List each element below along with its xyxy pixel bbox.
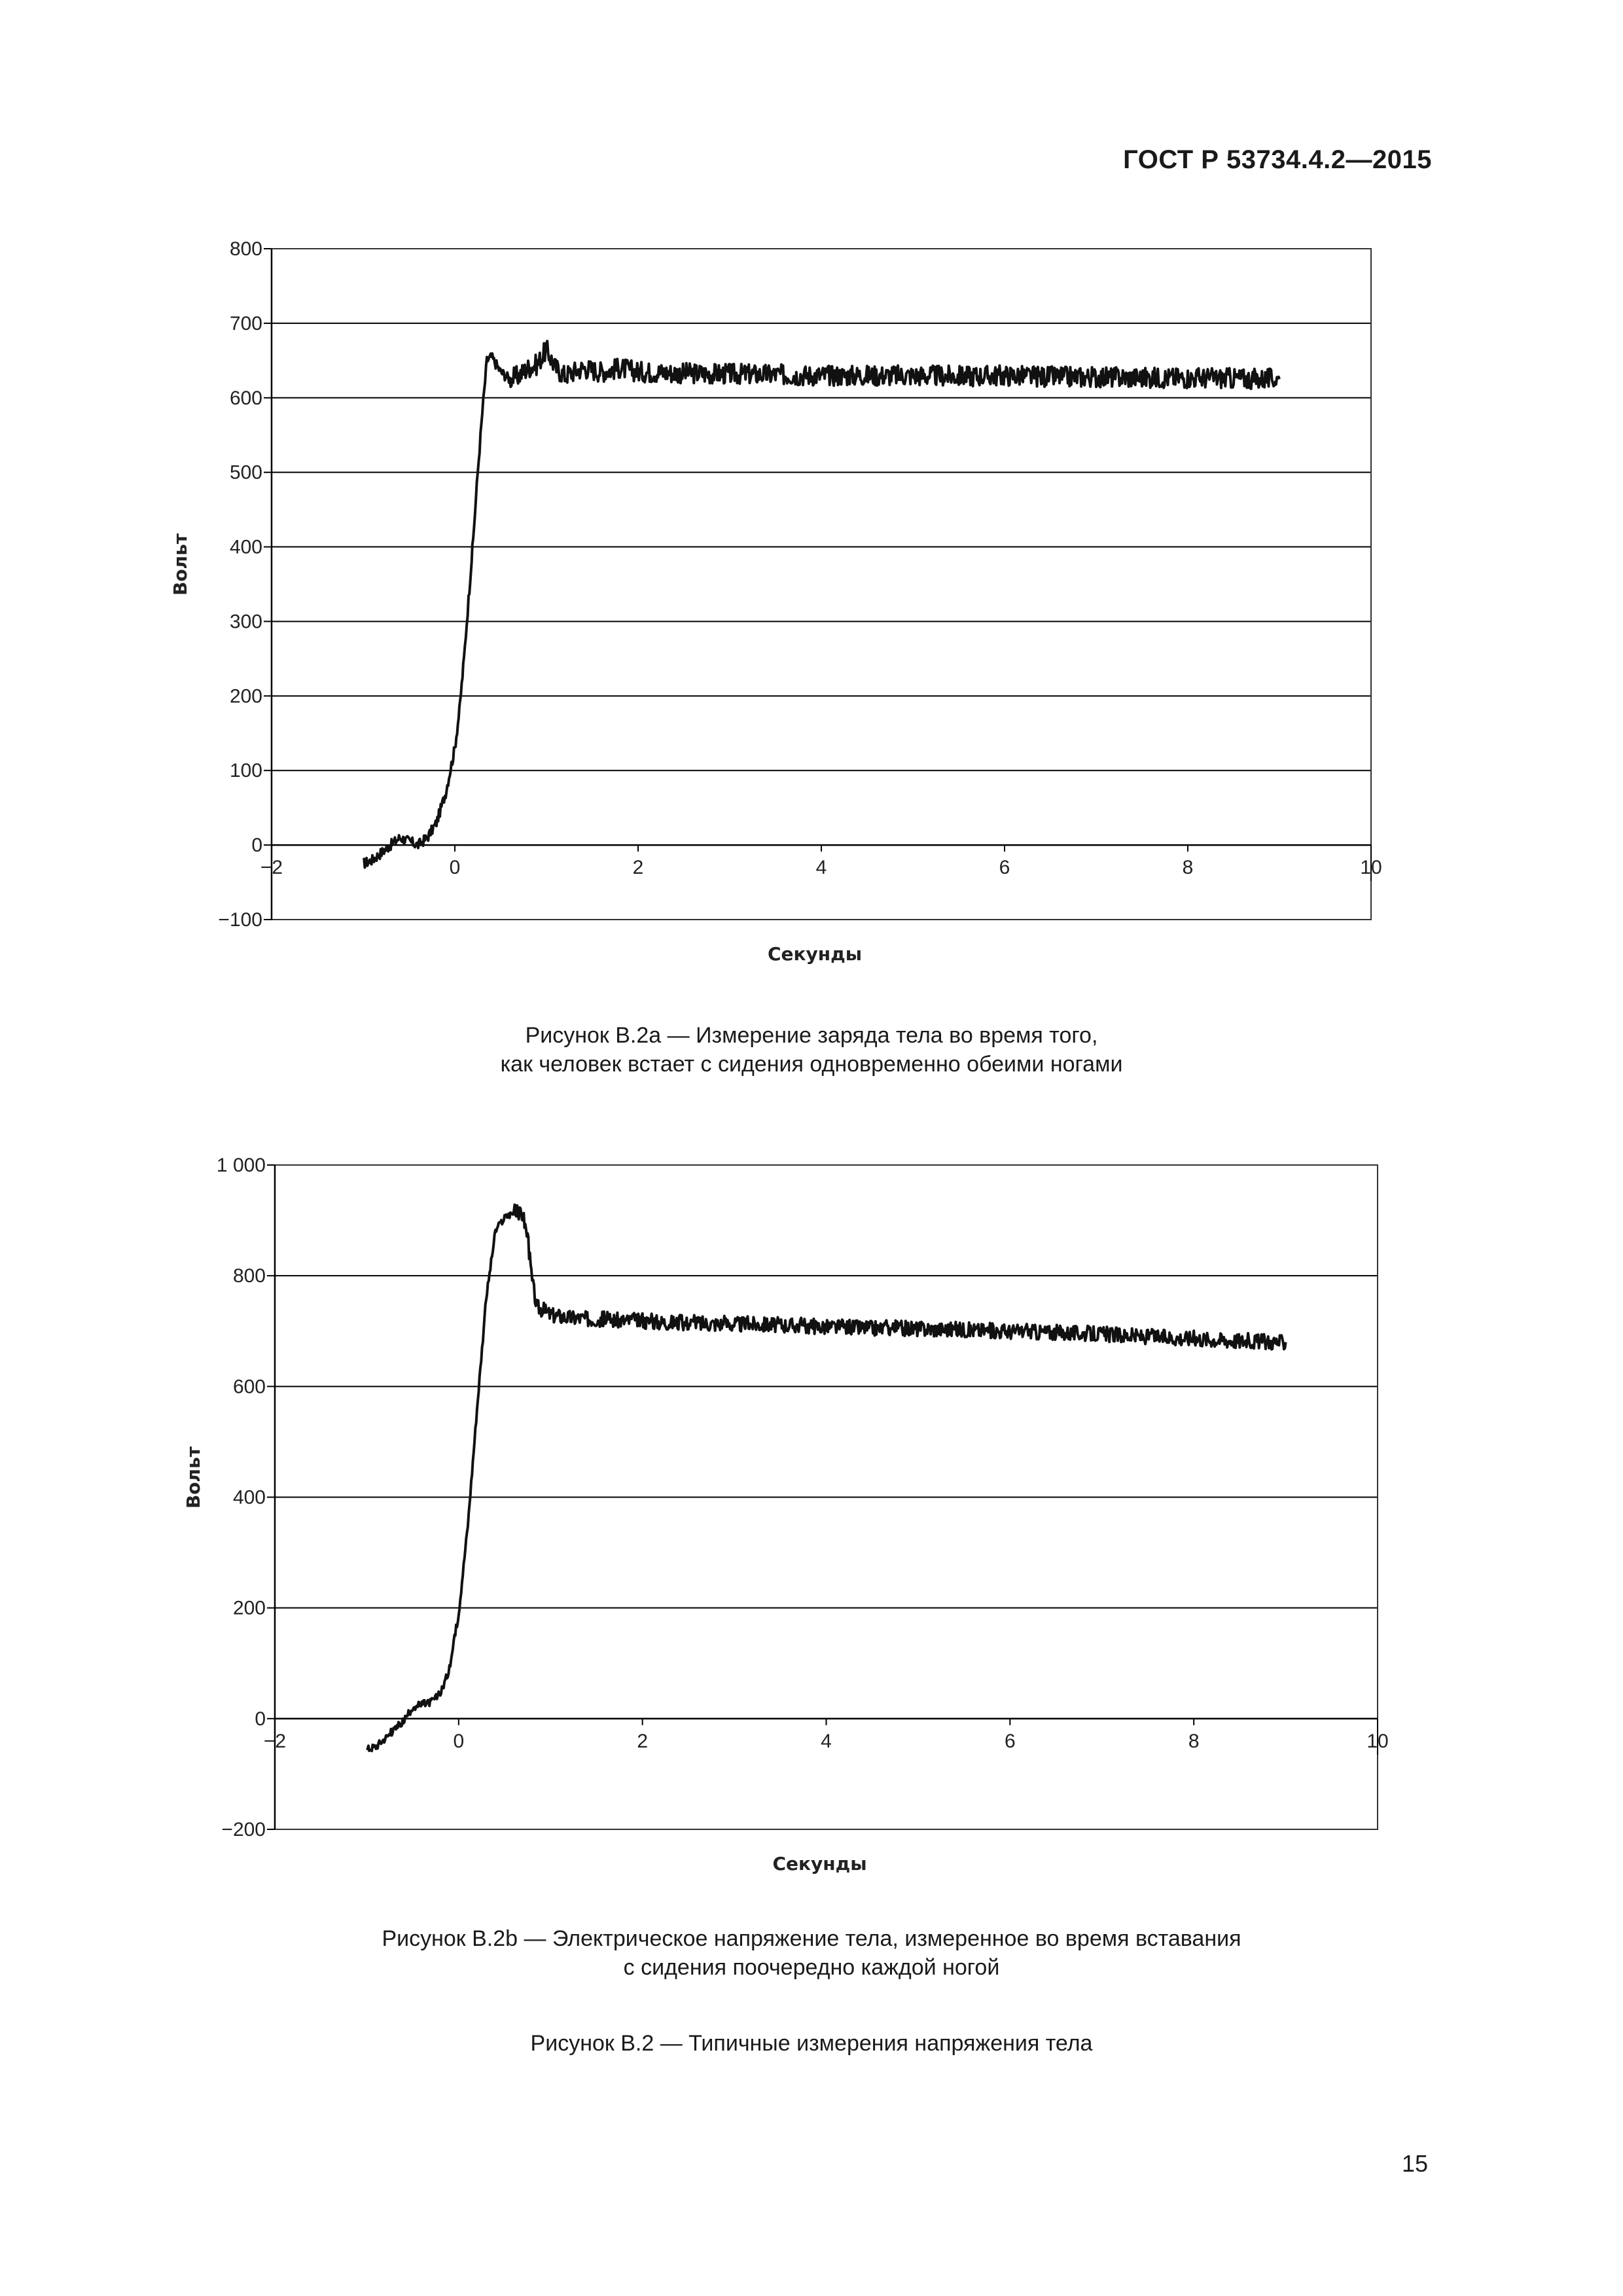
x-tick-label-3: 4 [821, 1731, 832, 1752]
y-tick-label-8: 700 [230, 313, 262, 334]
x-axis-title: Секунды [768, 943, 862, 965]
figure-main-caption: Рисунок В.2 — Типичные измерения напряже… [530, 2031, 1093, 2056]
x-tick-label-6: 10 [1366, 1731, 1388, 1752]
y-tick-label-0: −100 [218, 909, 262, 931]
figure-a-caption-line2: как человек встает с сидения одновременн… [500, 1052, 1123, 1077]
y-tick-label-4: 300 [230, 611, 262, 632]
x-tick-label-6: 10 [1360, 857, 1382, 878]
y-axis-title: Вольт [183, 1446, 204, 1509]
figure-a-caption-line1: Рисунок В.2а — Измерение заряда тела во … [525, 1023, 1098, 1048]
x-tick-label-3: 4 [816, 857, 827, 878]
series-line [362, 340, 1281, 869]
page-number: 15 [1401, 2150, 1428, 2177]
x-tick-label-0: −2 [260, 857, 283, 878]
x-tick-label-0: −2 [264, 1731, 286, 1752]
x-tick-label-2: 2 [633, 857, 644, 878]
figure-a-caption: Рисунок В.2а — Измерение заряда тела во … [0, 1021, 1623, 1079]
chart-body-charge-both-feet: −100 0 100 200 300 400 500 600 700 800 −2 0 2 4 6 8 10 Се… [0, 216, 1623, 988]
chart-body-voltage-alternate-feet: −200 0 200 400 600 800 1 000 −2 0 2 4 6 8 10 Секунды Во… [0, 1126, 1623, 1898]
y-tick-label-4: 600 [233, 1376, 266, 1397]
x-tick-label-4: 6 [1005, 1731, 1016, 1752]
y-tick-label-9: 800 [230, 238, 262, 260]
y-axis-title: Вольт [169, 533, 191, 596]
y-tick-label-6: 500 [230, 462, 262, 484]
y-tick-label-7: 600 [230, 387, 262, 409]
y-tick-label-0: −200 [221, 1819, 266, 1840]
y-tick-label-5: 400 [230, 537, 262, 558]
x-axis-title: Секунды [772, 1853, 866, 1874]
y-tick-label-3: 200 [230, 685, 262, 707]
x-tick-label-4: 6 [999, 857, 1010, 878]
x-tick-label-5: 8 [1183, 857, 1194, 878]
y-tick-label-1: 0 [251, 834, 262, 856]
y-tick-label-1: 0 [255, 1708, 266, 1730]
y-tick-label-2: 200 [233, 1598, 266, 1619]
figure-b-caption-line1: Рисунок В.2b — Электрическое напряжение … [382, 1926, 1241, 1951]
x-tick-label-1: 0 [450, 857, 461, 878]
series-line [366, 1203, 1287, 1753]
y-tick-label-2: 100 [230, 760, 262, 781]
x-tick-label-5: 8 [1188, 1731, 1200, 1752]
figure-b-caption-line2: с сидения поочередно каждой ногой [623, 1955, 1000, 1980]
y-tick-label-5: 800 [233, 1265, 266, 1287]
y-tick-label-6: 1 000 [217, 1155, 266, 1176]
figure-b-caption: Рисунок В.2b — Электрическое напряжение … [0, 1924, 1623, 1982]
y-tick-label-3: 400 [233, 1487, 266, 1509]
document-number: ГОСТ Р 53734.4.2—2015 [1123, 145, 1432, 174]
x-tick-label-2: 2 [637, 1731, 648, 1752]
x-tick-label-1: 0 [453, 1731, 464, 1752]
